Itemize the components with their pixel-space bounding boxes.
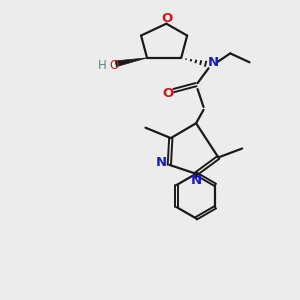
Text: O: O <box>161 12 172 25</box>
Text: N: N <box>208 56 219 69</box>
Text: H: H <box>98 59 106 72</box>
Text: O: O <box>110 59 119 72</box>
Polygon shape <box>115 58 147 67</box>
Text: N: N <box>155 156 167 169</box>
Text: O: O <box>162 87 173 100</box>
Text: N: N <box>191 174 202 187</box>
